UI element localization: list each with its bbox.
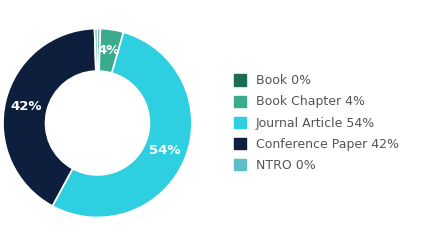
- Text: 4%: 4%: [97, 44, 120, 57]
- Text: 42%: 42%: [11, 100, 42, 113]
- Text: 54%: 54%: [149, 144, 181, 157]
- Wedge shape: [3, 29, 96, 206]
- Wedge shape: [94, 29, 97, 71]
- Wedge shape: [97, 29, 101, 71]
- Legend: Book 0%, Book Chapter 4%, Journal Article 54%, Conference Paper 42%, NTRO 0%: Book 0%, Book Chapter 4%, Journal Articl…: [233, 74, 399, 172]
- Wedge shape: [52, 32, 192, 217]
- Wedge shape: [99, 29, 124, 73]
